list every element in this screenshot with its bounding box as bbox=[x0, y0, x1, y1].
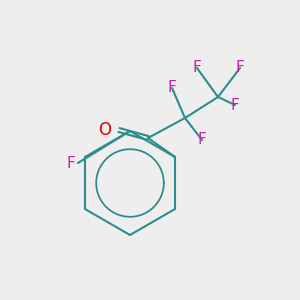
Text: F: F bbox=[67, 155, 75, 170]
Text: F: F bbox=[198, 133, 206, 148]
Text: F: F bbox=[168, 80, 176, 95]
Text: F: F bbox=[231, 98, 239, 112]
Text: O: O bbox=[98, 121, 111, 139]
Text: F: F bbox=[236, 61, 244, 76]
Text: F: F bbox=[193, 61, 201, 76]
